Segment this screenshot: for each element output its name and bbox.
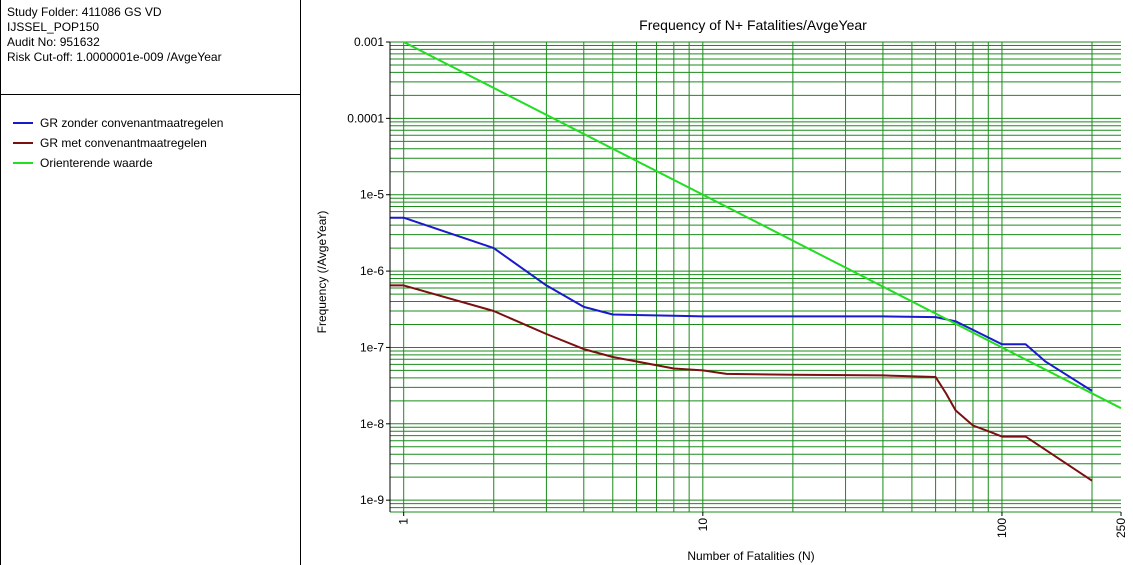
y-tick-label: 0.001 [354,35,384,49]
x-tick-label: 1 [397,518,411,525]
series-line-2 [403,41,1122,410]
axis-layer: 0.001 0.0001 1e-5 1e-6 1e-7 1e-8 1e-9 1 10 100 250 [347,35,1128,538]
legend-item-orienterende[interactable]: Orienterende waarde [13,153,288,173]
y-tick-label: 1e-9 [360,493,384,507]
series-line-0 [390,216,1093,392]
x-tick-label: 100 [995,518,1009,538]
legend-item-gr-zonder[interactable]: GR zonder convenantmaatregelen [13,113,288,133]
legend-label: GR met convenantmaatregelen [40,136,207,150]
legend-label: Orienterende waarde [40,156,153,170]
legend-label: GR zonder convenantmaatregelen [40,116,224,130]
legend-item-gr-met[interactable]: GR met convenantmaatregelen [13,133,288,153]
y-tick-label: 0.0001 [347,111,384,125]
chart-title: Frequency of N+ Fatalities/AvgeYear [639,17,867,33]
x-tick-label: 250 [1114,518,1128,538]
legend-swatch-green [13,162,33,164]
legend-swatch-blue [13,122,33,124]
x-tick-label: 10 [696,518,710,532]
y-axis-label: Frequency (/AvgeYear) [315,211,329,334]
legend-panel: GR zonder convenantmaatregelen GR met co… [0,95,301,565]
audit-number-text: Audit No: 951632 [7,35,100,49]
y-tick-label: 1e-7 [360,340,384,354]
series-line-1 [390,284,1093,482]
y-tick-label: 1e-8 [360,417,384,431]
series-layer [390,41,1122,482]
population-text: IJSSEL_POP150 [7,20,100,34]
grid-layer [390,41,1121,513]
study-info-panel: Study Folder: 411086 GS VD IJSSEL_POP150… [0,0,301,95]
x-axis-label: Number of Fatalities (N) [687,549,814,563]
y-tick-label: 1e-6 [360,264,384,278]
fn-curve-chart: 0.001 0.0001 1e-5 1e-6 1e-7 1e-8 1e-9 1 10 100 250… [315,17,1128,563]
y-tick-label: 1e-5 [360,188,384,202]
legend-swatch-darkred [13,142,33,144]
study-folder-text: Study Folder: 411086 GS VD [7,5,162,19]
risk-cutoff-text: Risk Cut-off: 1.0000001e-009 /AvgeYear [7,50,222,64]
